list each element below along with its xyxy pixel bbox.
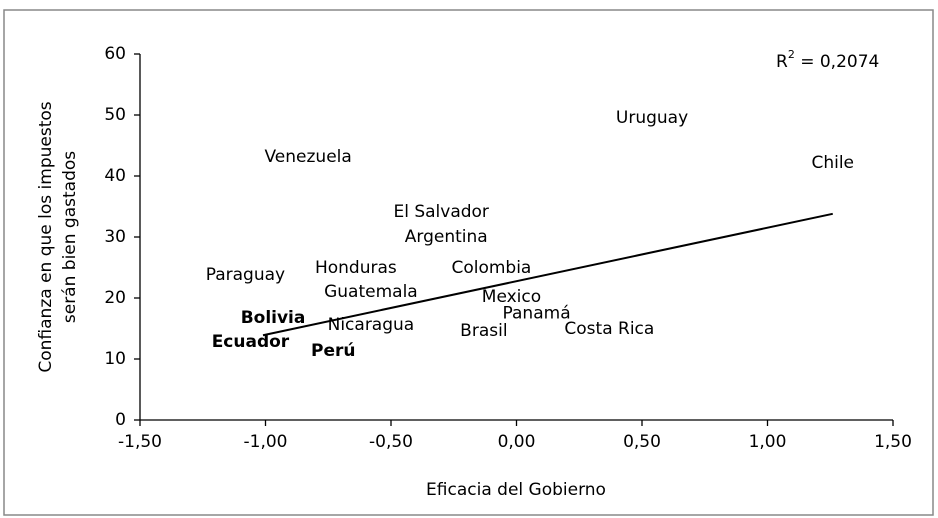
r-sup: 2	[788, 48, 795, 61]
trendline	[262, 212, 833, 337]
point-label: Brasil	[460, 321, 507, 341]
point-label: Venezuela	[265, 147, 352, 167]
point-label: Ecuador	[212, 332, 290, 352]
y-tick-label: 50	[104, 105, 126, 125]
y-tick-label: 20	[104, 288, 126, 308]
y-tick-label: 0	[115, 410, 126, 430]
point-label: Costa Rica	[564, 319, 654, 339]
y-tick-label: 60	[104, 44, 126, 64]
point-label: Paraguay	[206, 265, 285, 285]
point-label: Guatemala	[324, 282, 418, 302]
x-axis-label: Eficacia del Gobierno	[426, 480, 606, 500]
point-label: Mexico	[482, 287, 541, 307]
point-label: Honduras	[315, 258, 397, 278]
point-label: Uruguay	[616, 108, 688, 128]
x-tick-label: -1,50	[118, 432, 162, 452]
chart-frame	[3, 9, 934, 516]
x-tick-label: -1,00	[244, 432, 288, 452]
y-tick-label: 10	[104, 349, 126, 369]
point-label: Panamá	[503, 303, 571, 323]
point-label: Perú	[311, 341, 355, 361]
point-label: Bolivia	[241, 308, 306, 328]
r-squared: R2 = 0,2074	[776, 48, 879, 72]
point-label: El Salvador	[393, 202, 488, 222]
y-tick-label: 30	[104, 227, 126, 247]
x-tick-label: -0,50	[369, 432, 413, 452]
point-label: Chile	[811, 153, 854, 173]
point-label: Nicaragua	[328, 315, 415, 335]
x-tick-label: 0,00	[498, 432, 536, 452]
point-label: Argentina	[405, 227, 488, 247]
x-tick-label: 1,50	[874, 432, 912, 452]
y-tick-label: 40	[104, 166, 126, 186]
point-label: Colombia	[451, 258, 531, 278]
x-tick-label: 1,00	[749, 432, 787, 452]
r-base: R	[776, 52, 788, 72]
r-rest: = 0,2074	[795, 52, 880, 72]
y-axis-label: serán bien gastados	[60, 151, 80, 323]
x-tick-label: 0,50	[623, 432, 661, 452]
y-axis-label: Confianza en que los impuestos	[36, 101, 56, 372]
